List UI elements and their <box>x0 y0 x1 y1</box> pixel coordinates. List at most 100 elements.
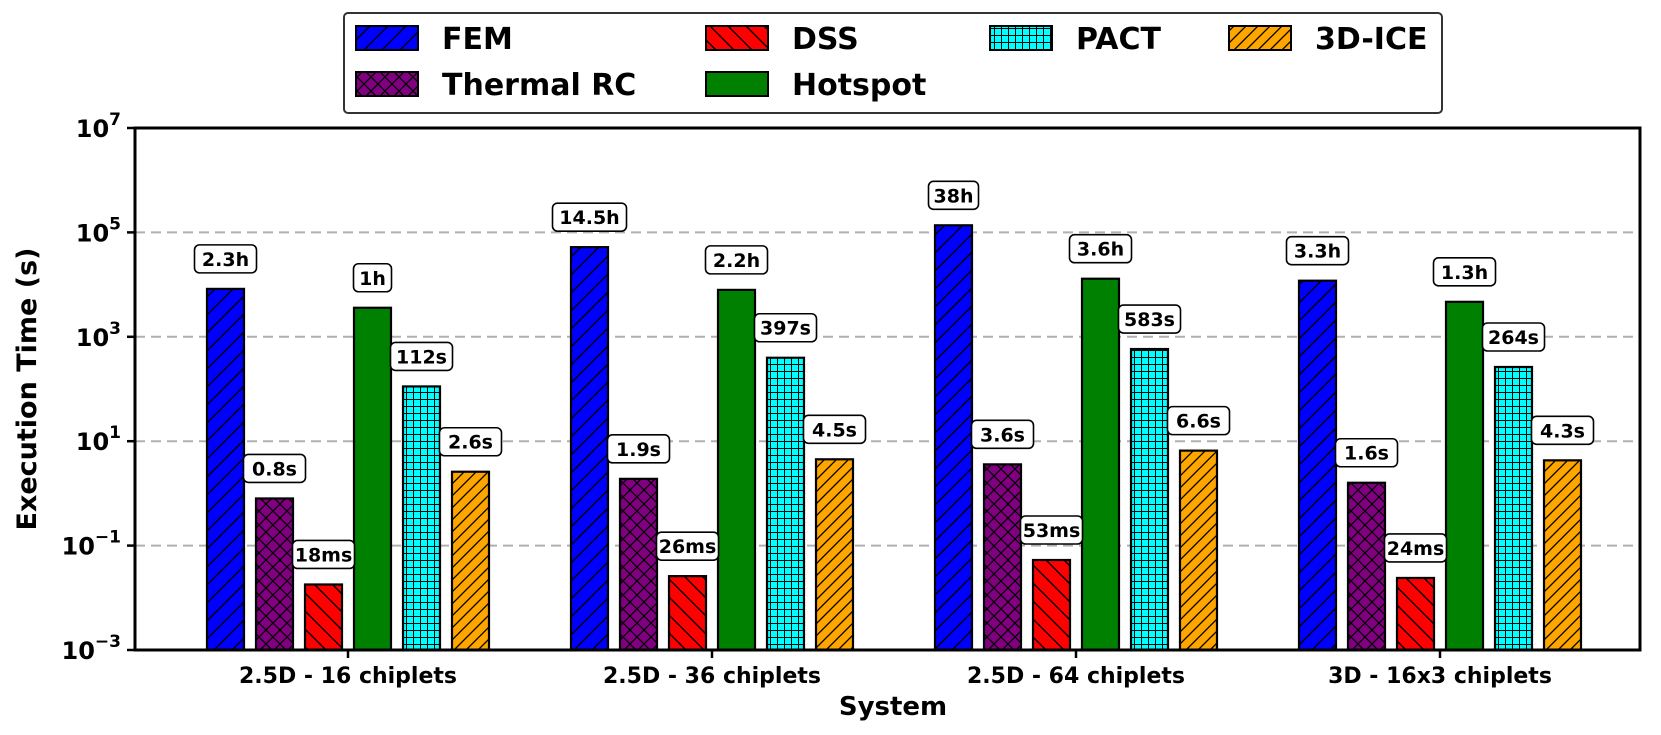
legend-swatch-outline <box>355 71 419 97</box>
x-tick-label: 2.5D - 16 chiplets <box>239 664 457 689</box>
legend-label-fem: FEM <box>442 22 513 57</box>
data-label: 1.6s <box>1344 443 1389 465</box>
data-label-box <box>291 539 356 570</box>
data-label-box <box>970 419 1035 450</box>
data-label-box <box>1432 257 1497 287</box>
data-label: 1.3h <box>1441 262 1488 284</box>
data-label-box <box>389 341 454 372</box>
data-label: 24ms <box>1387 538 1445 560</box>
bar-hatch <box>305 584 342 650</box>
data-label: 3.6h <box>1077 239 1124 261</box>
y-tick-label: 10−1 <box>62 528 121 561</box>
data-label-box <box>551 202 628 232</box>
bar-hatch <box>1033 559 1070 650</box>
bar-hatch <box>1544 460 1581 650</box>
data-label-box <box>927 180 980 211</box>
bar-hatch <box>984 464 1021 650</box>
legend: FEM DSS PACT 3D-ICE Thermal RC Hotspot <box>343 12 1443 114</box>
data-label: 3.3h <box>1294 241 1341 263</box>
data-label: 583s <box>1124 309 1175 331</box>
data-label: 1h <box>359 268 386 290</box>
legend-swatch-outline <box>989 25 1053 51</box>
y-tick-label: 103 <box>76 319 121 352</box>
data-labels: 2.3h 0.8s 18ms 1h 112s 2.6s 14.5h 1.9s 26ms 2.2h 3… <box>193 180 1595 570</box>
data-label: 3.6s <box>980 424 1025 446</box>
x-tick-label: 2.5D - 64 chiplets <box>967 664 1185 689</box>
bar-hatch <box>1299 280 1336 650</box>
data-label-box <box>1117 304 1182 334</box>
bar-hotspot <box>1082 278 1119 650</box>
plot-frame <box>133 126 1642 652</box>
legend-label-pact: PACT <box>1076 22 1161 57</box>
data-label-box <box>606 434 671 464</box>
bar-hatch <box>1348 482 1385 650</box>
y-axis-label: Execution Time (s) <box>12 248 43 531</box>
data-label: 2.6s <box>448 432 493 454</box>
bar-hatch <box>669 576 706 650</box>
data-label-box <box>1285 235 1350 266</box>
data-label-box <box>1019 515 1084 545</box>
data-label: 112s <box>396 346 447 368</box>
bar-hatch <box>207 288 244 650</box>
legend-swatch-outline <box>705 71 769 97</box>
bar-hatch <box>571 247 608 650</box>
legend-swatch-hatch <box>356 72 418 96</box>
legend-swatch-outline <box>355 25 419 51</box>
data-label: 1.9s <box>616 439 661 461</box>
data-label: 2.2h <box>713 250 760 272</box>
bar-hatch <box>1495 366 1532 650</box>
legend-swatch-hatch <box>706 26 768 50</box>
data-label-box <box>753 312 818 343</box>
data-label-box <box>655 531 720 561</box>
legend-swatch-hatch <box>356 26 418 50</box>
data-label-box <box>802 414 867 445</box>
bar-hotspot <box>1446 301 1483 650</box>
bar-hatch <box>256 498 293 650</box>
data-label: 264s <box>1488 327 1539 349</box>
x-axis-label: System <box>839 692 947 722</box>
bar-hatch <box>403 386 440 650</box>
legend-label-dss: DSS <box>792 22 859 57</box>
y-axis: 10−3 10−1 101 103 105 107 <box>62 110 135 665</box>
data-label: 26ms <box>659 536 717 558</box>
data-label-box <box>1068 233 1133 264</box>
data-label-box <box>1481 322 1546 352</box>
data-label: 18ms <box>295 544 353 566</box>
data-label-box <box>242 453 307 484</box>
bar-hatch <box>767 357 804 650</box>
data-label-box <box>704 245 769 275</box>
data-label-box <box>1166 405 1231 436</box>
bar-hatch <box>1397 577 1434 650</box>
legend-label-thermal-rc: Thermal RC <box>442 68 636 103</box>
legend-swatch-hotspot <box>706 72 768 96</box>
data-label-box <box>1383 533 1448 563</box>
data-label-box <box>438 426 503 457</box>
bar-hatch <box>935 225 972 650</box>
legend-swatch-hatch <box>1229 26 1291 50</box>
y-tick-label: 105 <box>76 214 121 247</box>
x-tick-label: 3D - 16x3 chiplets <box>1328 664 1552 689</box>
data-label-box <box>1530 415 1595 446</box>
y-tick-label: 107 <box>76 110 121 143</box>
bar-hatch <box>816 459 853 650</box>
data-label: 397s <box>760 318 811 340</box>
y-tick-label: 10−3 <box>62 632 121 665</box>
bars <box>205 224 1583 652</box>
legend-label-3d-ice: 3D-ICE <box>1315 22 1427 57</box>
data-label: 53ms <box>1023 520 1081 542</box>
bar-hatch <box>620 478 657 650</box>
bar-hatch <box>1180 450 1217 650</box>
data-label: 4.3s <box>1540 420 1585 442</box>
bar-hotspot <box>354 307 391 650</box>
data-label-box <box>193 244 258 274</box>
legend-swatch-outline <box>1228 25 1292 51</box>
data-label: 4.5s <box>812 419 857 441</box>
legend-swatch-outline <box>705 25 769 51</box>
legend-swatch-hatch <box>990 26 1052 50</box>
legend-label-hotspot: Hotspot <box>792 68 926 103</box>
y-tick-label: 101 <box>76 423 121 456</box>
data-label-box <box>352 262 393 293</box>
x-axis: 2.5D - 16 chiplets 2.5D - 36 chiplets 2.5D… <box>239 650 1552 689</box>
data-label: 14.5h <box>559 207 619 229</box>
